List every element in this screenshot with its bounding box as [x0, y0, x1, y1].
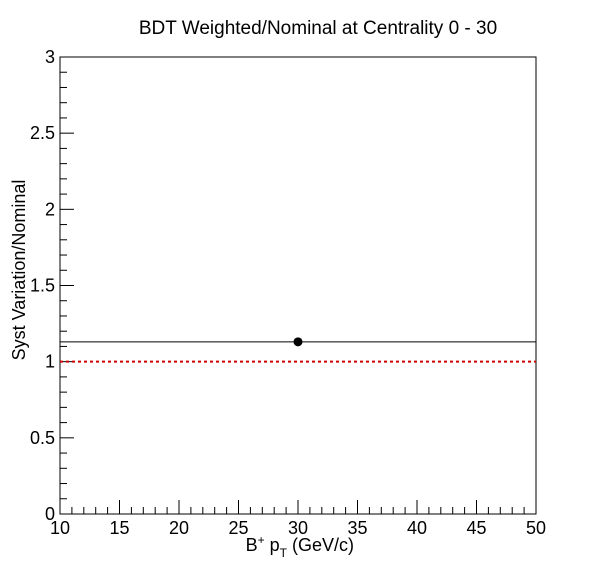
plot-frame: [59, 56, 537, 515]
x-tick-label: 25: [228, 518, 248, 538]
series-group: [60, 337, 536, 347]
y-axis-label: Syst Variation/Nominal: [9, 180, 29, 361]
y-tick-label: 1: [45, 352, 55, 372]
chart-title: BDT Weighted/Nominal at Centrality 0 - 3…: [139, 18, 497, 39]
x-tick-label: 35: [347, 518, 367, 538]
x-tick-label: 10: [50, 518, 70, 538]
x-tick-label: 50: [526, 518, 546, 538]
x-label-unit: (GeV/c): [292, 535, 354, 555]
y-tick-label: 1.5: [30, 276, 55, 296]
x-tick-label: 40: [407, 518, 427, 538]
x-tick-label: 30: [288, 518, 308, 538]
x-axis-label: B+ pT (GeV/c): [246, 533, 354, 560]
data-point: [293, 337, 303, 347]
x-tick-label: 20: [169, 518, 189, 538]
x-label-p: p: [270, 535, 280, 555]
y-tick-label: 0: [45, 504, 55, 524]
y-tick-label: 3: [45, 47, 55, 67]
x-tick-label: 15: [109, 518, 129, 538]
y-tick-label: 2: [45, 199, 55, 219]
x-label-b: B: [246, 535, 258, 555]
y-axis: 0 0.5 1 1.5 2 2.5 3: [30, 47, 74, 524]
x-axis: 10 15 20 25 30 35 40 45 50: [50, 500, 546, 538]
x-tick-label: 45: [466, 518, 486, 538]
x-label-sup: +: [258, 533, 265, 547]
y-tick-label: 0.5: [30, 428, 55, 448]
y-tick-label: 2.5: [30, 123, 55, 143]
x-label-sub: T: [280, 546, 288, 560]
